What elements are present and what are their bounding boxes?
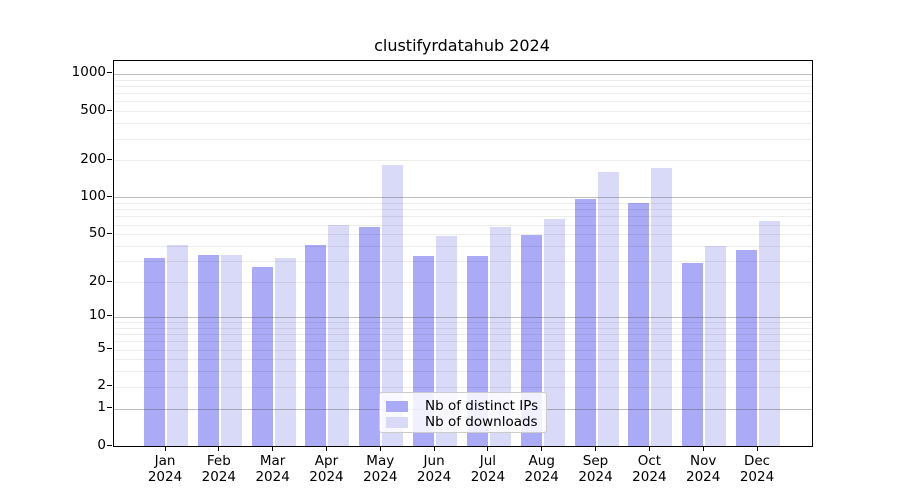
y-tick-label: 20 [88,272,106,289]
bar-downloads-mar [274,257,296,446]
bar-downloads-may [382,164,404,446]
x-tick-label: Dec 2024 [739,453,775,485]
bar-distinct-ips-feb [197,254,219,446]
gridline-minor [114,101,812,103]
legend-entry-downloads: Nb of downloads [386,414,538,430]
y-tick-label: 2 [97,377,106,394]
legend: Nb of distinct IPs Nb of downloads [379,392,547,433]
x-tick [487,446,489,451]
y-tick-label: 1 [97,399,106,416]
y-tick-label: 5 [97,340,106,356]
gridline-minor [114,216,812,218]
x-tick [272,446,274,451]
gridline-minor [114,234,812,236]
gridline-minor [114,209,812,211]
x-tick [648,446,650,451]
bar-downloads-jul [489,227,511,446]
y-tick [107,315,112,317]
bar-downloads-feb [220,254,242,446]
bar-downloads-oct [651,167,673,446]
gridline-minor [114,93,812,95]
x-tick-label: Sep 2024 [578,453,613,485]
x-tick [433,446,435,451]
x-tick [541,446,543,451]
plot-area [113,60,813,447]
bar-downloads-dec [759,221,780,446]
x-tick [164,446,166,451]
y-tick-label: 500 [80,101,106,118]
bar-downloads-jan [167,244,188,446]
x-tick [756,446,758,451]
gridline-minor [114,138,812,140]
gridline-major [114,197,812,199]
chart-title: clustifyrdatahub 2024 [374,36,550,55]
gridline-minor [114,79,812,81]
bar-distinct-ips-may [359,227,381,446]
gridline-minor [114,160,812,162]
x-tick-label: Jun 2024 [416,453,452,485]
bar-distinct-ips-nov [682,262,704,446]
x-tick [218,446,220,451]
bar-distinct-ips-apr [305,244,327,446]
gridline-minor [114,224,812,226]
y-tick [107,280,112,282]
gridline-minor [114,85,812,87]
x-tick-label: Aug 2024 [524,453,559,485]
x-tick-label: Jul 2024 [470,453,506,485]
y-tick-label: 1000 [71,64,106,81]
x-tick [595,446,597,451]
x-tick [325,446,327,451]
y-tick-label: 100 [80,187,106,204]
bar-downloads-nov [705,246,727,446]
y-tick [107,158,112,160]
bar-downloads-aug [543,218,565,446]
gridline-minor [114,203,812,205]
legend-entry-distinct-ips: Nb of distinct IPs [386,398,538,414]
x-tick-label: Oct 2024 [632,453,667,485]
gridline-major [114,73,812,75]
y-tick-label: 0 [97,436,106,453]
y-tick [107,72,112,74]
gridline-minor [114,123,812,125]
x-tick [702,446,704,451]
legend-label-distinct-ips: Nb of distinct IPs [425,398,539,414]
y-tick [107,195,112,197]
legend-swatch-distinct-ips [386,400,408,412]
x-tick-label: Apr 2024 [309,453,344,485]
x-tick-label: Mar 2024 [255,453,290,485]
bar-downloads-apr [328,224,350,446]
bar-downloads-sep [597,171,619,446]
bar-distinct-ips-sep [574,198,596,446]
legend-swatch-downloads [386,416,408,428]
y-tick-label: 200 [80,150,106,167]
y-tick [107,232,112,234]
y-tick-label: 50 [88,224,106,241]
x-tick-label: Jan 2024 [147,453,183,485]
x-tick-label: Feb 2024 [201,453,236,485]
x-tick-label: Nov 2024 [685,453,721,485]
x-tick [379,446,381,451]
gridline-minor [114,111,812,113]
y-tick-label: 10 [88,307,106,324]
bar-distinct-ips-oct [628,202,650,446]
y-tick [107,407,112,409]
y-tick [107,109,112,111]
y-tick [107,444,112,446]
bar-distinct-ips-jan [144,257,165,446]
bar-distinct-ips-mar [251,266,273,446]
x-tick-label: May 2024 [363,453,398,485]
y-tick [107,348,112,349]
legend-label-downloads: Nb of downloads [425,414,538,430]
y-tick [107,385,112,387]
bar-distinct-ips-dec [736,250,757,446]
